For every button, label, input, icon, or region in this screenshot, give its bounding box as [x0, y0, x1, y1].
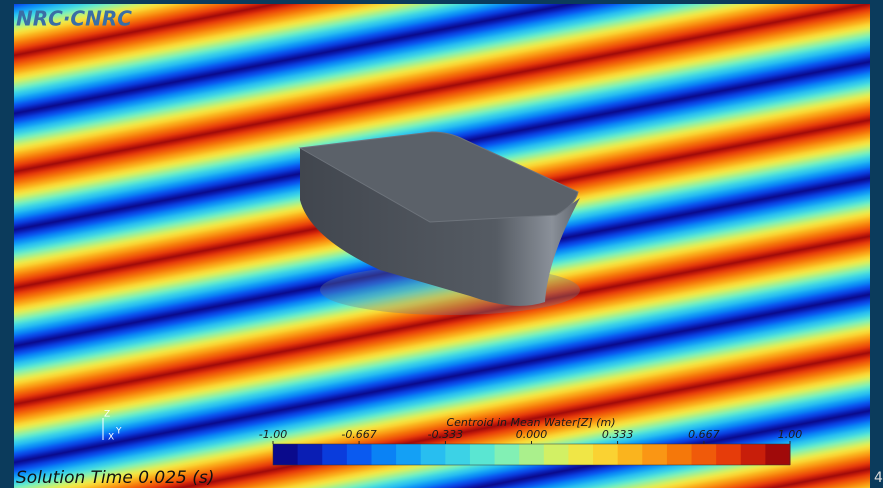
colorbar-segment: [692, 444, 717, 465]
colorbar-segment: [667, 444, 692, 465]
colorbar-tick-label: 1.00: [778, 428, 803, 441]
logo: NRC·CNRC: [16, 7, 132, 31]
colorbar-tick-label: -0.667: [341, 428, 376, 441]
colorbar-tick-label: -0.333: [428, 428, 463, 441]
colorbar-segment: [396, 444, 421, 465]
colorbar-segment: [445, 444, 470, 465]
colorbar-segment: [470, 444, 495, 465]
colorbar-segment: [298, 444, 323, 465]
colorbar-segment: [322, 444, 347, 465]
edge-mark: 4: [874, 470, 883, 486]
colorbar-segment: [593, 444, 618, 465]
colorbar-segment: [618, 444, 643, 465]
colorbar-tick-label: 0.000: [516, 428, 548, 441]
colorbar-segment: [347, 444, 372, 465]
colorbar-segment: [642, 444, 667, 465]
triad-z: Z: [104, 410, 110, 420]
solution-time: Solution Time 0.025 (s): [16, 468, 214, 488]
viewport: NRC·CNRC Z X Y Centroid in Mean Water[Z]…: [0, 0, 883, 488]
colorbar-segment: [765, 444, 790, 465]
colorbar-segment: [519, 444, 544, 465]
colorbar-segment: [495, 444, 520, 465]
colorbar-segment: [568, 444, 593, 465]
colorbar-segment: [741, 444, 766, 465]
page: NRC·CNRC Z X Y Centroid in Mean Water[Z]…: [0, 0, 883, 488]
triad-y: Y: [115, 427, 122, 437]
colorbar-segment: [273, 444, 298, 465]
colorbar-tick-label: 0.333: [602, 428, 634, 441]
colorbar-segment: [421, 444, 446, 465]
triad-x: X: [108, 433, 114, 443]
colorbar-segment: [544, 444, 569, 465]
colorbar-tick-label: 0.667: [688, 428, 720, 441]
colorbar-segment: [371, 444, 396, 465]
colorbar-segment: [716, 444, 741, 465]
colorbar-tick-label: -1.00: [259, 428, 287, 441]
